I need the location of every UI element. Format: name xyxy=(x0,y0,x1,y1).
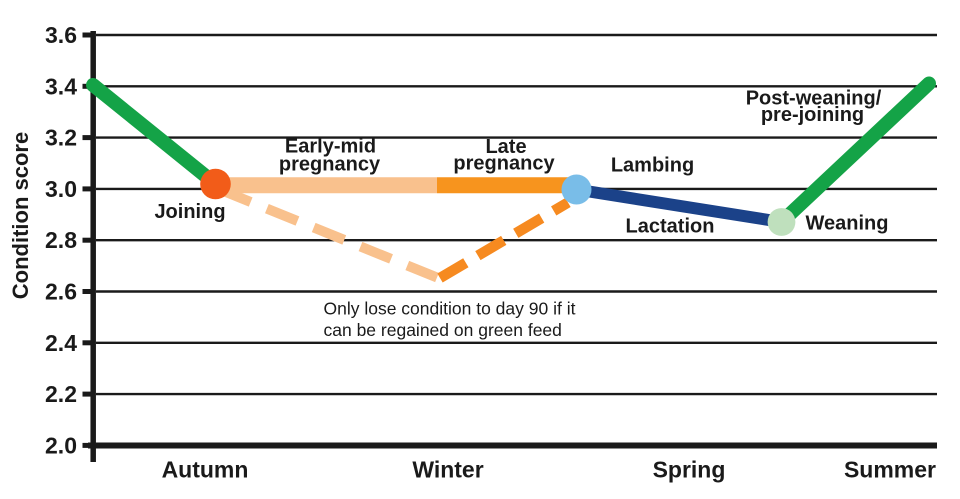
svg-text:3.4: 3.4 xyxy=(45,73,77,99)
svg-text:pregnancy: pregnancy xyxy=(453,153,555,175)
svg-text:Winter: Winter xyxy=(412,457,483,483)
svg-text:Post-weaning/: Post-weaning/ xyxy=(746,88,882,110)
svg-text:Summer: Summer xyxy=(844,457,936,483)
svg-text:Autumn: Autumn xyxy=(162,457,249,483)
svg-text:2.4: 2.4 xyxy=(45,330,77,356)
svg-text:2.0: 2.0 xyxy=(45,432,77,458)
svg-text:Joining: Joining xyxy=(154,201,225,223)
svg-text:3.6: 3.6 xyxy=(45,22,77,48)
svg-text:Weaning: Weaning xyxy=(806,213,889,235)
svg-text:pre-joining: pre-joining xyxy=(761,104,864,126)
svg-text:Spring: Spring xyxy=(653,457,726,483)
svg-text:3.2: 3.2 xyxy=(45,125,77,151)
svg-text:2.8: 2.8 xyxy=(45,227,77,253)
svg-text:Early-mid: Early-mid xyxy=(285,136,376,158)
svg-text:Lambing: Lambing xyxy=(611,155,694,177)
svg-text:Late: Late xyxy=(485,136,526,158)
svg-text:pregnancy: pregnancy xyxy=(279,154,381,176)
svg-text:2.2: 2.2 xyxy=(45,381,77,407)
svg-text:2.6: 2.6 xyxy=(45,279,77,305)
svg-text:Lactation: Lactation xyxy=(626,216,715,238)
svg-text:Condition score: Condition score xyxy=(8,132,33,299)
svg-text:Only lose condition to day 90: Only lose condition to day 90 if it xyxy=(324,299,576,319)
svg-text:3.0: 3.0 xyxy=(45,176,77,202)
svg-text:can be regained on green feed: can be regained on green feed xyxy=(324,320,562,340)
